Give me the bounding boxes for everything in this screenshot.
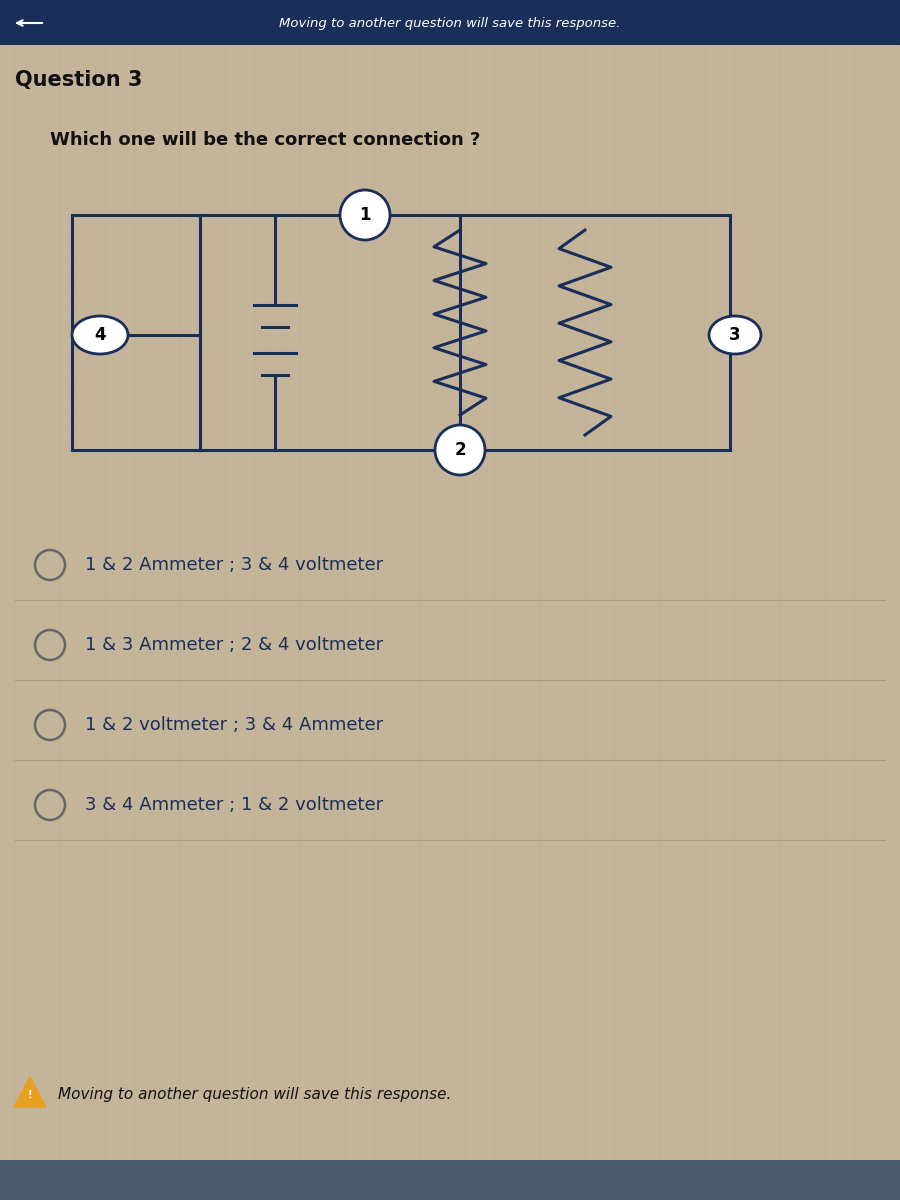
- Text: 3 & 4 Ammeter ; 1 & 2 voltmeter: 3 & 4 Ammeter ; 1 & 2 voltmeter: [85, 796, 383, 814]
- Text: 2: 2: [454, 440, 466, 458]
- Text: 4: 4: [94, 326, 106, 344]
- Text: Question 3: Question 3: [15, 70, 142, 90]
- Text: Moving to another question will save this response.: Moving to another question will save thi…: [279, 17, 621, 30]
- Circle shape: [340, 190, 390, 240]
- Bar: [0, 0, 900, 44]
- Circle shape: [435, 425, 485, 475]
- Polygon shape: [14, 1078, 46, 1106]
- Text: 1 & 3 Ammeter ; 2 & 4 voltmeter: 1 & 3 Ammeter ; 2 & 4 voltmeter: [85, 636, 383, 654]
- Text: 3: 3: [729, 326, 741, 344]
- Bar: [0, 1160, 900, 1200]
- Text: Which one will be the correct connection ?: Which one will be the correct connection…: [50, 131, 481, 149]
- Ellipse shape: [709, 316, 761, 354]
- Text: 1 & 2 voltmeter ; 3 & 4 Ammeter: 1 & 2 voltmeter ; 3 & 4 Ammeter: [85, 716, 383, 734]
- Text: 1 & 2 Ammeter ; 3 & 4 voltmeter: 1 & 2 Ammeter ; 3 & 4 voltmeter: [85, 556, 383, 574]
- Text: Moving to another question will save this response.: Moving to another question will save thi…: [58, 1087, 452, 1103]
- Ellipse shape: [72, 316, 128, 354]
- Text: 1: 1: [359, 206, 371, 224]
- Text: !: !: [28, 1090, 32, 1100]
